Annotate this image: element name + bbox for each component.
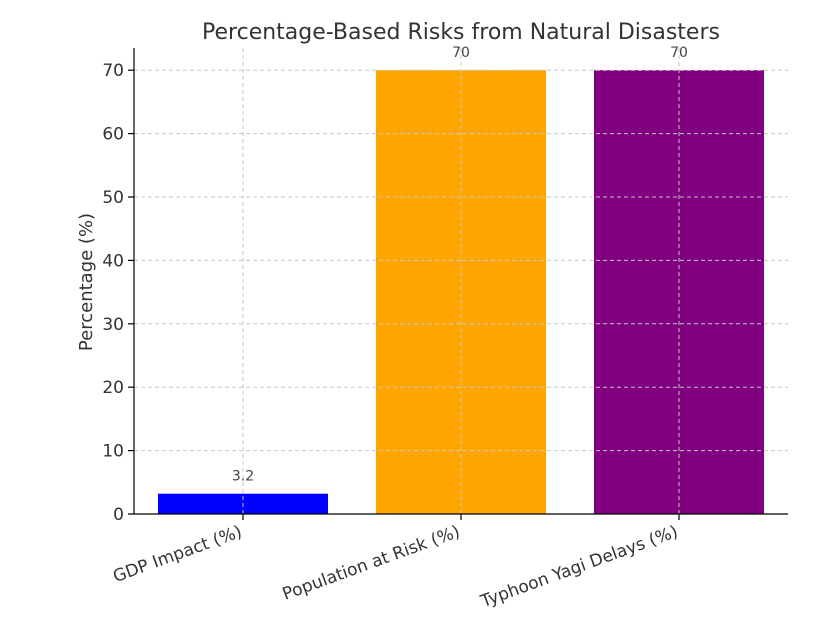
y-tick-label: 50 [102,188,124,208]
y-tick-label: 30 [102,315,124,335]
gridlines [134,48,788,514]
y-tick-label: 10 [102,442,124,462]
data-label: 70 [452,45,470,61]
x-tick-label: Typhoon Yagi Delays (%) [477,522,680,612]
y-tick-label: 20 [102,378,124,398]
x-tick-label: Population at Risk (%) [280,522,463,605]
chart-title: Percentage-Based Risks from Natural Disa… [202,20,720,45]
y-tick-label: 40 [102,251,124,271]
data-labels: 3.2 70 70 [232,45,688,485]
y-axis-label: Percentage (%) [76,213,97,351]
data-label: 3.2 [232,469,254,485]
y-tick-label: 70 [102,61,124,81]
y-tick-label: 60 [102,125,124,145]
x-tick-label: GDP Impact (%) [110,522,244,587]
x-ticks: GDP Impact (%) Population at Risk (%) Typh… [110,514,681,612]
y-ticks: 0 10 20 30 40 50 60 70 [102,61,134,525]
y-tick-label: 0 [113,505,124,525]
data-label: 70 [670,45,688,61]
